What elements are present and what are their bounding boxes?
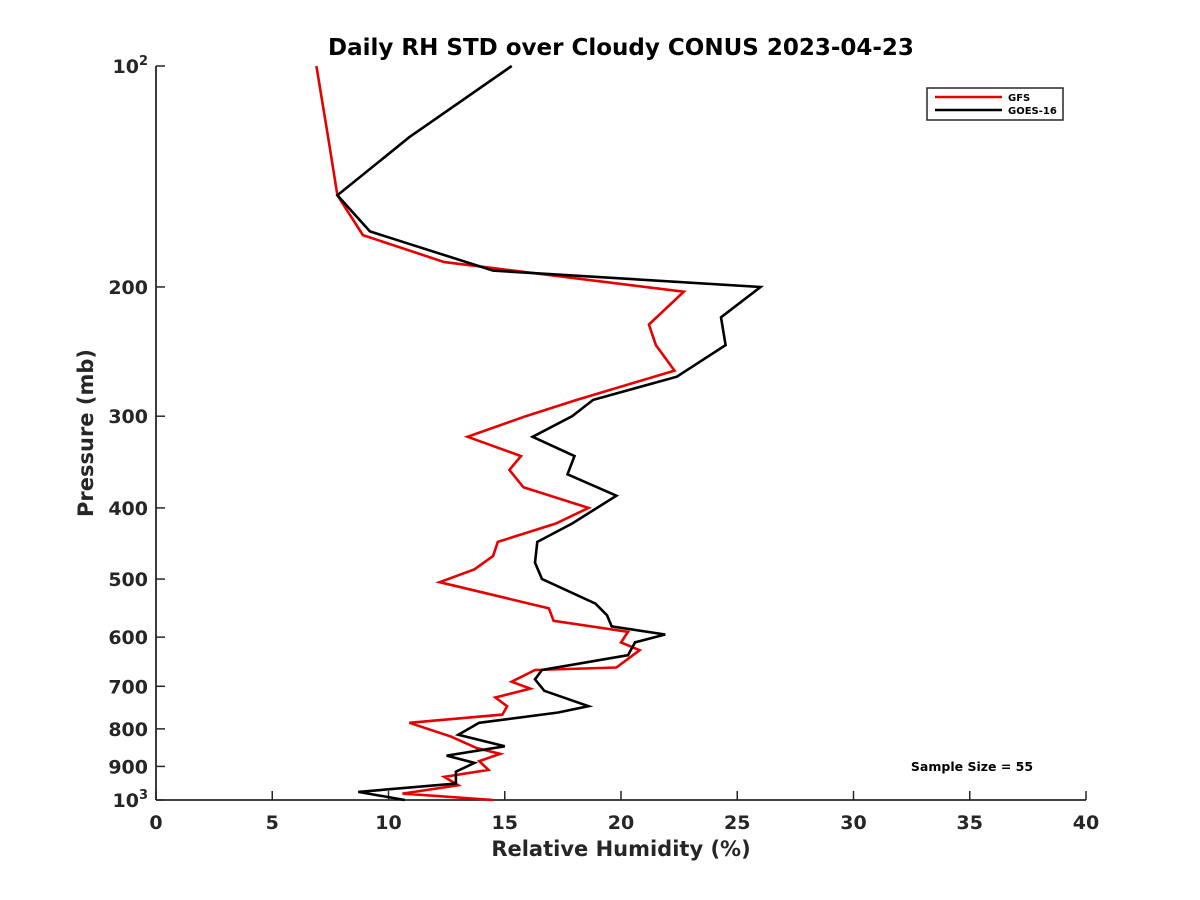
legend-label-goes16: GOES-16: [1008, 106, 1057, 117]
y-tick-label: 102: [113, 54, 149, 78]
x-tick-label: 15: [492, 812, 518, 834]
y-tick-label: 600: [108, 627, 148, 649]
x-tick-label: 0: [149, 812, 162, 834]
x-tick-label: 40: [1073, 812, 1099, 834]
y-tick-label: 200: [108, 277, 148, 299]
x-tick-label: 10: [375, 812, 401, 834]
plot-area: 0 5 10 15 20 25 30 35 40 102 200 300 400 500 600 700 80…: [108, 54, 1099, 834]
series-lines: [315, 64, 765, 802]
chart-title: Daily RH STD over Cloudy CONUS 2023-04-2…: [328, 35, 914, 61]
legend-label-gfs: GFS: [1008, 93, 1030, 104]
series-line-gfs: [315, 65, 687, 802]
x-tick-label: 20: [608, 812, 634, 834]
x-tick-label: 30: [840, 812, 866, 834]
x-axis-label: Relative Humidity (%): [491, 837, 750, 861]
x-tick-label: 35: [957, 812, 983, 834]
legend-box: [926, 87, 1064, 121]
legend: GFS GOES-16: [926, 87, 1064, 121]
y-tick-label: 300: [108, 406, 148, 428]
y-tick-label: 103: [113, 788, 149, 812]
y-axis-label: Pressure (mb): [74, 349, 98, 517]
sample-size-annotation: Sample Size = 55: [911, 759, 1033, 774]
y-tick-label: 700: [108, 676, 148, 698]
y-ticks: 102 200 300 400 500 600 700 800 900 103: [108, 54, 165, 812]
x-ticks: 0 5 10 15 20 25 30 35 40: [149, 791, 1099, 834]
series-line-goes16: [335, 64, 765, 802]
y-tick-label: 500: [108, 569, 148, 591]
y-tick-label: 900: [108, 756, 148, 778]
x-tick-label: 25: [724, 812, 750, 834]
y-tick-label: 400: [108, 498, 148, 520]
y-tick-label: 800: [108, 719, 148, 741]
x-tick-label: 5: [266, 812, 279, 834]
